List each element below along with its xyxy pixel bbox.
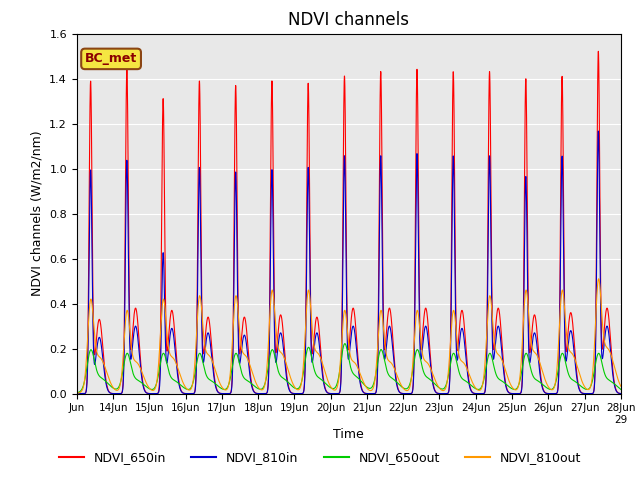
Y-axis label: NDVI channels (W/m2/nm): NDVI channels (W/m2/nm) xyxy=(31,131,44,297)
Title: NDVI channels: NDVI channels xyxy=(288,11,410,29)
Text: BC_met: BC_met xyxy=(85,52,137,65)
X-axis label: Time: Time xyxy=(333,428,364,441)
Legend: NDVI_650in, NDVI_810in, NDVI_650out, NDVI_810out: NDVI_650in, NDVI_810in, NDVI_650out, NDV… xyxy=(54,446,586,469)
